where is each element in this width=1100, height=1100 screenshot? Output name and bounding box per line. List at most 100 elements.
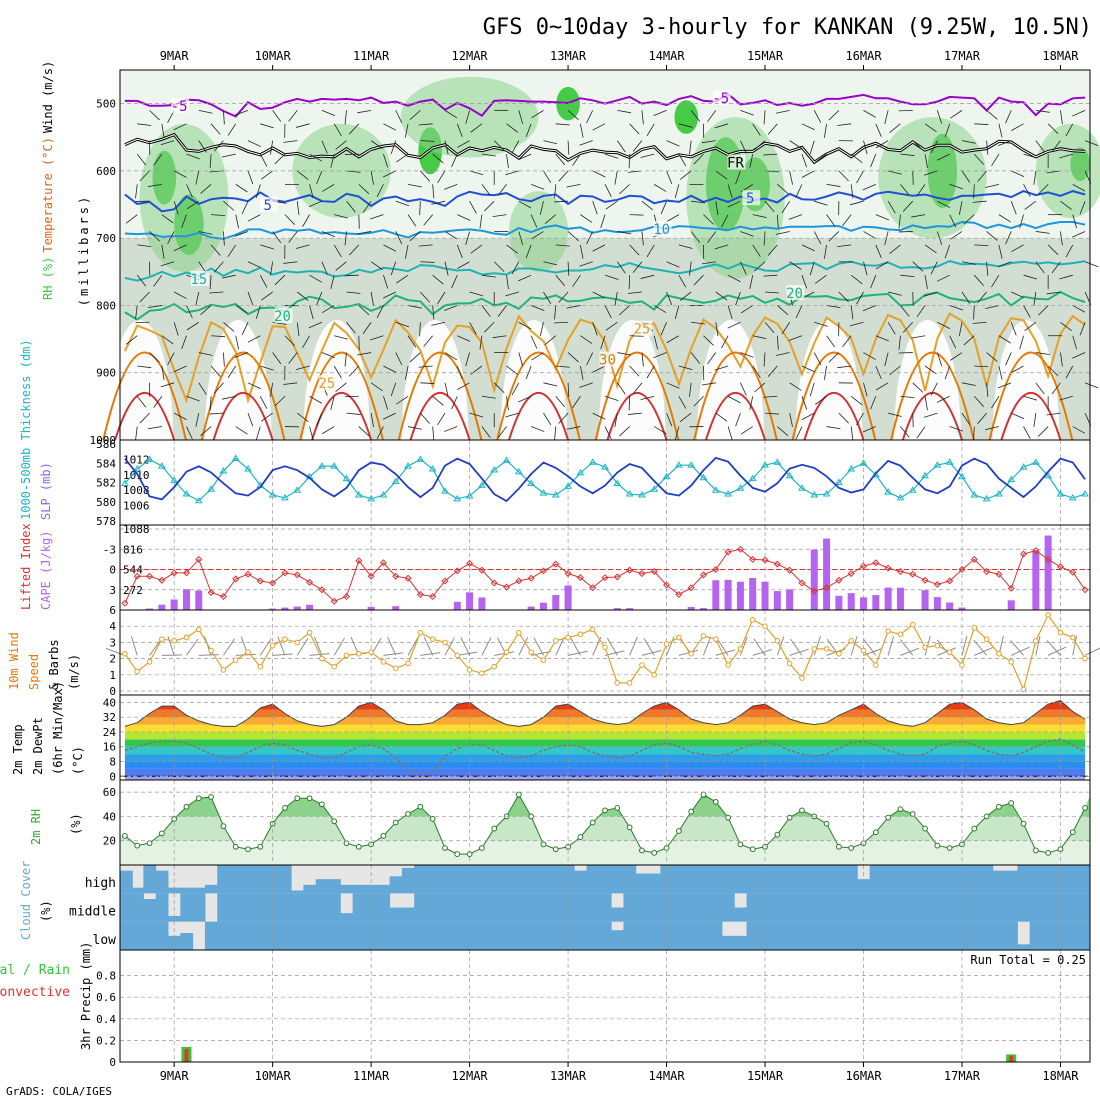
rh-point — [626, 824, 633, 831]
lifted-index-point — [1032, 547, 1040, 555]
cloud-row-label: low — [93, 933, 117, 948]
thickness-point — [207, 485, 215, 492]
date-label-top: 10MAR — [255, 49, 292, 63]
wind-barb — [376, 184, 384, 198]
date-label-bottom: 9MAR — [160, 1069, 190, 1083]
y-tick-label: 0 — [109, 770, 116, 783]
temp-bowl-30-1 — [200, 351, 286, 441]
wind-barb — [1072, 335, 1078, 350]
thickness-point — [342, 474, 351, 482]
wind-barb — [444, 261, 449, 276]
wind-barb — [530, 183, 545, 190]
y-tick-label: 3 — [109, 584, 116, 597]
date-label-top: 12MAR — [452, 49, 489, 63]
thickness-point — [478, 481, 486, 488]
temperature-ylabel-part: 2m DewPt — [31, 717, 45, 775]
wind-barb — [715, 322, 719, 337]
wind-barb — [875, 244, 882, 258]
cape-bar — [466, 592, 474, 610]
wind-barb — [198, 654, 219, 656]
wind-barb — [815, 395, 827, 405]
wind-barb — [288, 110, 298, 122]
date-label-top: 14MAR — [648, 49, 685, 63]
thickness-point — [995, 490, 1003, 497]
wind-speed-point — [688, 650, 694, 657]
wind-barb — [740, 261, 747, 275]
wind-speed-point — [319, 655, 325, 662]
lifted-index-point — [970, 555, 978, 563]
wind-barb — [727, 395, 741, 404]
wind-barb — [296, 201, 300, 216]
wind-barb — [654, 426, 667, 435]
rh-point — [897, 806, 904, 813]
rh-point — [220, 823, 227, 830]
wind-barb — [828, 352, 840, 363]
wind-barb — [815, 274, 827, 284]
wind-barb — [617, 109, 632, 114]
wind-barb — [511, 382, 520, 396]
wind-barb — [936, 395, 950, 403]
cloud-cell — [795, 865, 809, 894]
wind-barb — [274, 395, 286, 407]
wind-barb — [653, 109, 667, 116]
wind-barb — [714, 123, 729, 129]
wind-barb — [555, 365, 570, 368]
wind-barb — [147, 426, 162, 430]
wind-barb — [209, 154, 212, 169]
lifted-index-point — [502, 583, 511, 591]
cloud-cell — [586, 893, 600, 922]
wind-barb — [284, 335, 295, 347]
cloud-cell — [734, 865, 748, 894]
wind-barb — [863, 639, 877, 656]
contour-label: 15 — [190, 272, 207, 288]
cloud-cell — [992, 870, 1006, 894]
lifted-index-point — [552, 560, 560, 568]
wind-barb — [985, 305, 999, 309]
wind-barb — [974, 123, 989, 125]
cloud-cell — [1078, 865, 1090, 894]
wind-barb — [383, 365, 397, 373]
wind-barb — [167, 231, 175, 245]
cloud-cell — [968, 865, 981, 894]
cloud-cell — [574, 893, 588, 922]
contour-label-bg-6 — [190, 270, 209, 286]
wind-barb — [911, 214, 926, 218]
wind-barb — [884, 110, 889, 125]
cloud-cell — [943, 921, 957, 950]
wind-barb — [1019, 335, 1024, 350]
wind-speed-point — [823, 646, 830, 652]
wind-barb — [525, 244, 532, 259]
wind-barb — [900, 395, 915, 399]
wind-barb — [1047, 123, 1059, 135]
wind-speed-point — [959, 662, 965, 668]
cloud-cell — [524, 865, 538, 894]
cape-bar — [773, 591, 781, 610]
cloud-cell — [672, 865, 686, 894]
cloud-cell — [131, 887, 144, 894]
credit-label: GrADS: COLA/IGES — [6, 1085, 112, 1098]
wind-barb — [137, 123, 152, 126]
wind-barb — [444, 140, 449, 155]
wind-barb — [693, 153, 704, 165]
wind-barb — [640, 395, 655, 401]
wind-barb — [949, 335, 957, 349]
cape-bar — [786, 589, 794, 610]
wind-barb — [795, 184, 803, 198]
wind-barb — [396, 274, 409, 284]
chart-title: GFS 0~10day 3-hourly for KANKAN (9.25W, … — [483, 15, 1092, 40]
thickness-point — [539, 489, 548, 496]
cloud-cell — [241, 921, 255, 950]
date-label-top: 9MAR — [160, 49, 190, 63]
wind-barb — [752, 649, 772, 656]
cloud-cell — [217, 865, 231, 894]
cloud-cell — [906, 921, 920, 950]
thickness-point — [1007, 475, 1016, 483]
wind-barb — [198, 352, 213, 356]
wind-barb — [395, 200, 410, 207]
wind-barb — [604, 274, 619, 280]
rh-point — [195, 795, 202, 802]
wind-barb — [382, 291, 396, 299]
wind-barb — [270, 382, 274, 397]
wind-barb — [586, 110, 594, 124]
